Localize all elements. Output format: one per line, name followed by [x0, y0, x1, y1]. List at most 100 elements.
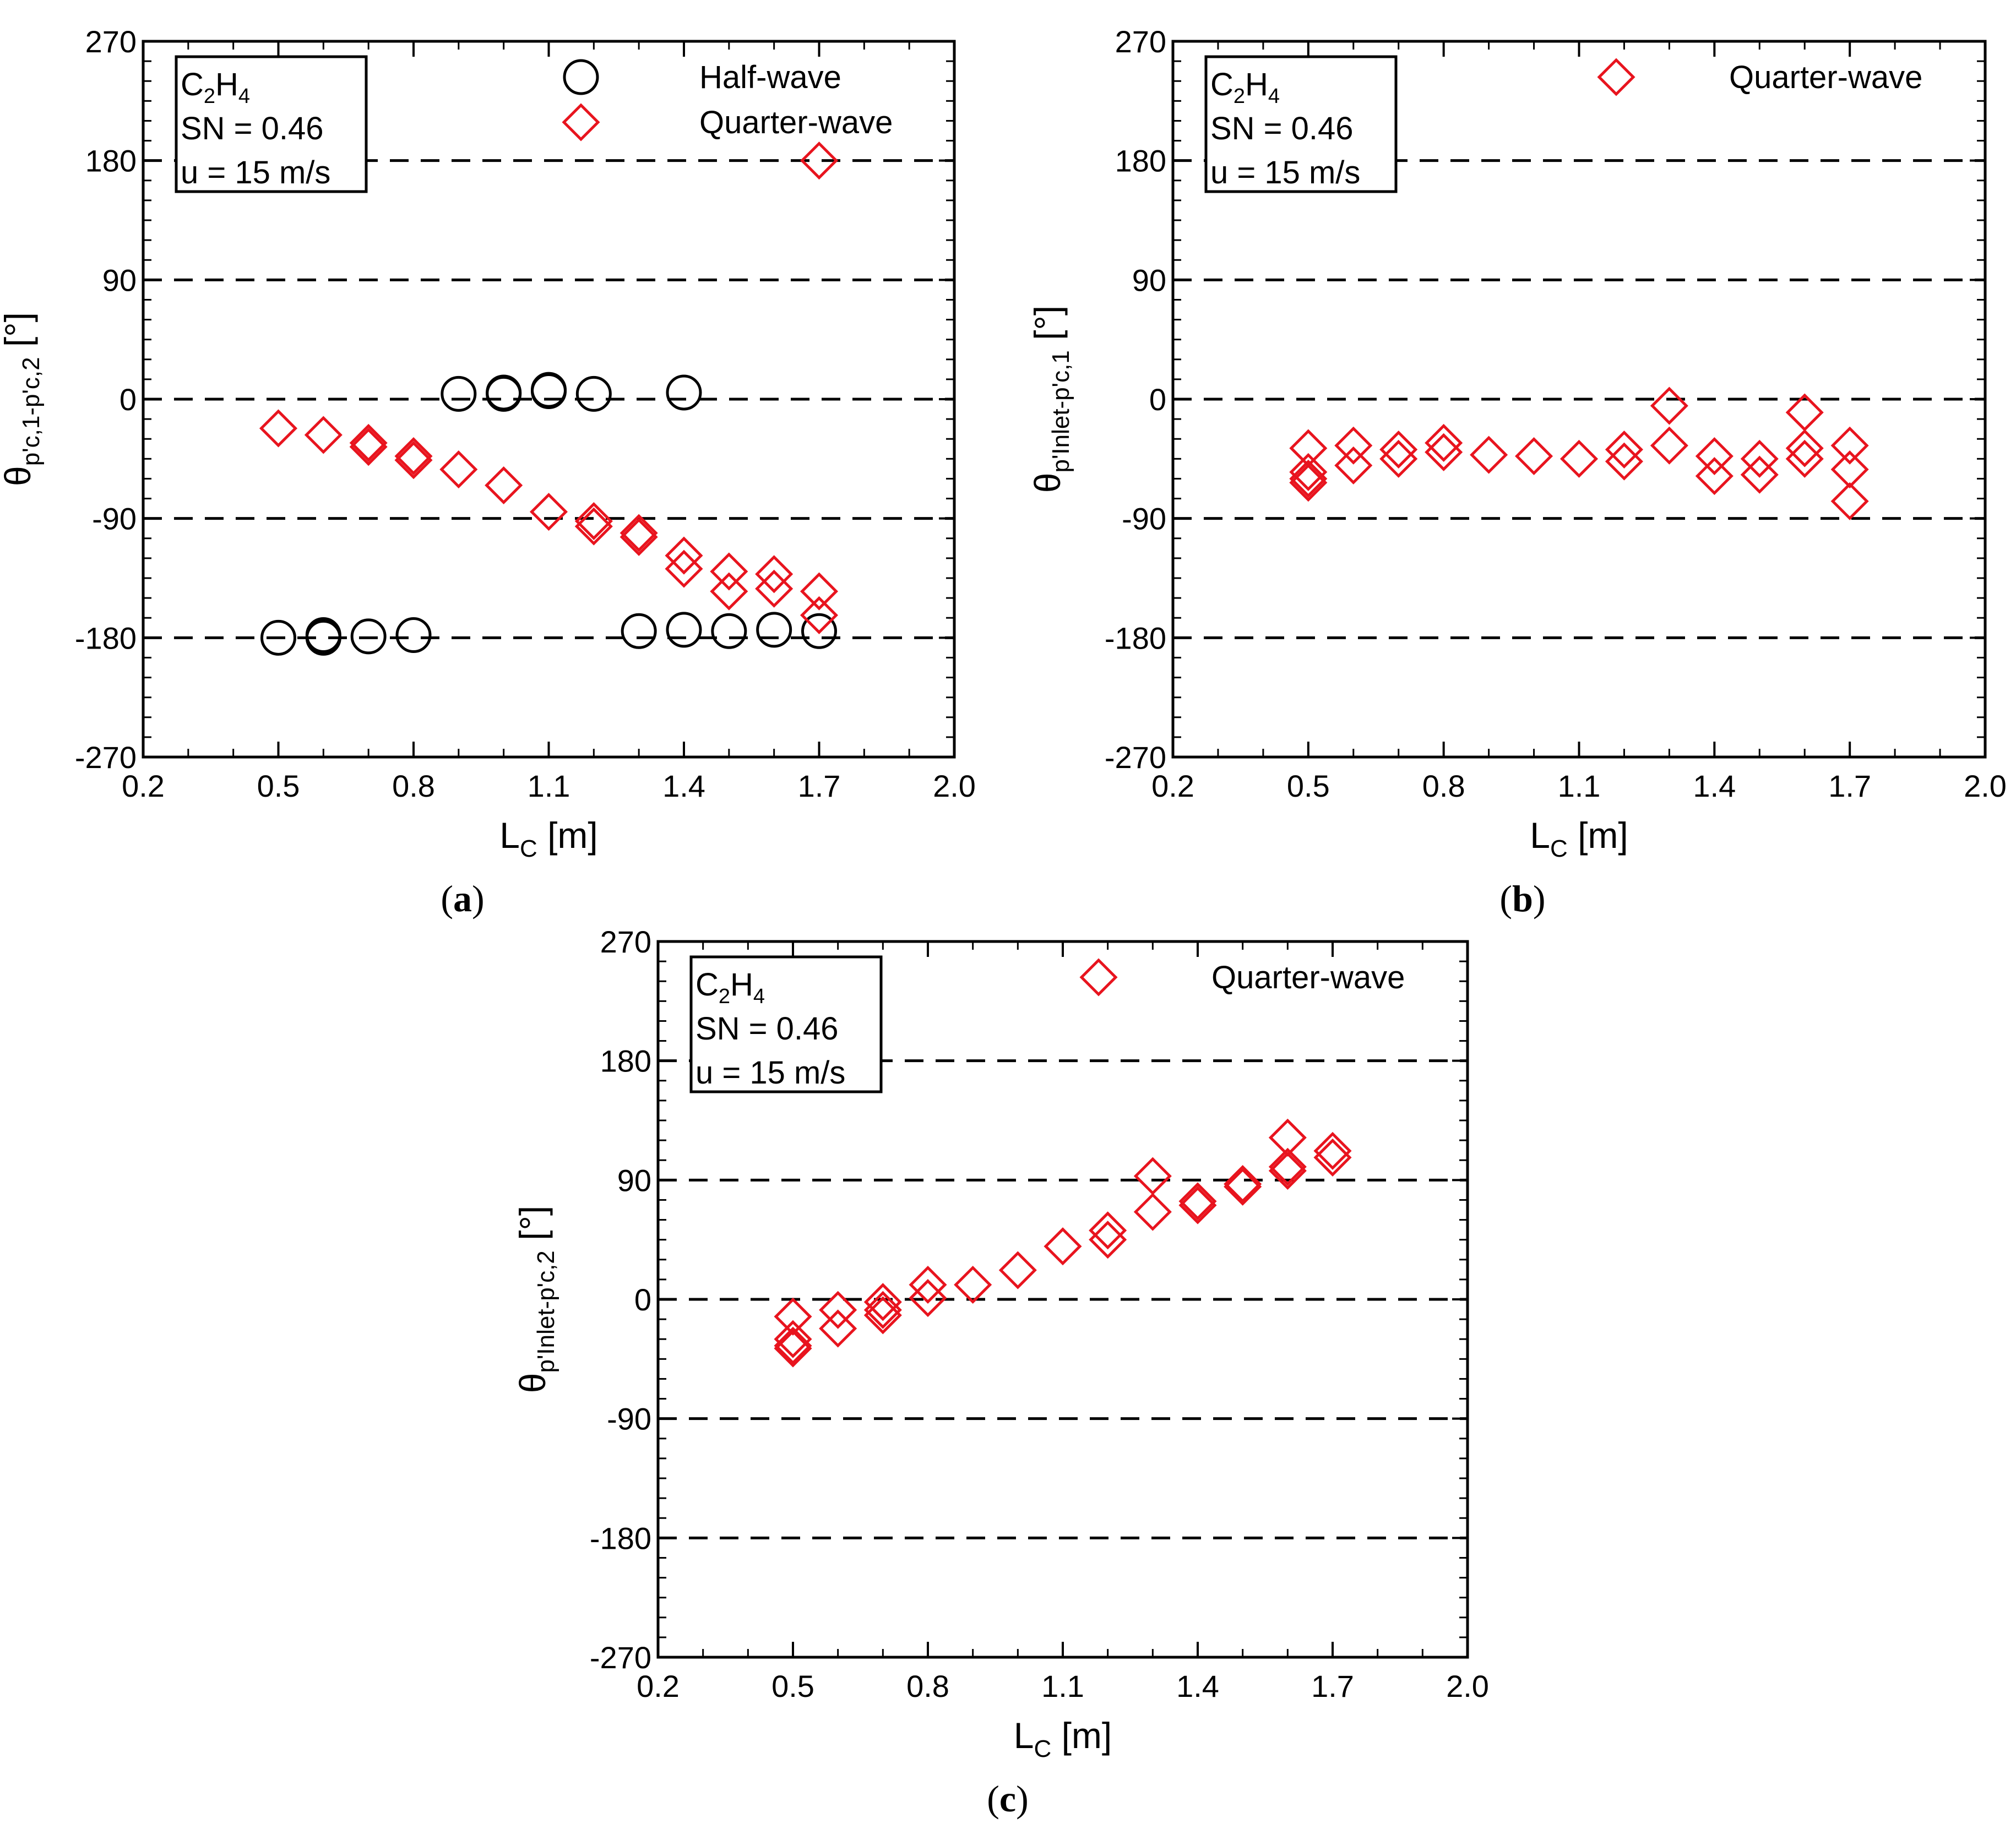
x-axis-label: LC [m]: [499, 815, 598, 862]
quarter-wave-point: [1605, 430, 1643, 469]
legend-label: Half-wave: [699, 59, 841, 95]
half-wave-point: [801, 613, 837, 649]
y-tick-label: 90: [102, 263, 137, 297]
quarter-wave-point: [1379, 430, 1418, 469]
panel-caption: (a): [441, 878, 484, 919]
x-tick-label: 1.7: [798, 769, 841, 803]
panel-c: 0.2 0.5 0.8 1.1 1.4 1.7 2.0 270 180 90 0 -90 -180 -27…: [512, 924, 1489, 1820]
quarter-wave-point: [620, 518, 658, 556]
quarter-wave-point: [954, 1265, 992, 1304]
legend-label: Quarter-wave: [1211, 960, 1405, 995]
quarter-wave-point: [574, 502, 613, 541]
y-tick-label: 270: [1115, 24, 1166, 59]
y-tick-label: 0: [119, 382, 137, 417]
quarter-wave-point: [1559, 439, 1599, 478]
quarter-wave-point: [1830, 482, 1869, 520]
quarter-wave-point: [998, 1251, 1037, 1289]
quarter-wave-point: [304, 416, 343, 454]
quarter-wave-point: [665, 536, 703, 575]
half-wave-point: [395, 617, 432, 654]
x-tick-label: 1.4: [1176, 1669, 1219, 1703]
info-box: [689, 955, 883, 1093]
quarter-wave-point: [909, 1265, 947, 1304]
y-axis-label: θp'c,1-p'c,2 [°]: [0, 312, 45, 486]
quarter-wave-point: [1740, 439, 1779, 478]
x-tick-label: 1.1: [528, 769, 570, 803]
quarter-wave-point: [774, 1297, 812, 1336]
half-wave-point: [305, 619, 341, 656]
quarter-wave-point: [800, 141, 839, 180]
y-tick-label: 270: [85, 24, 137, 59]
panel-caption: (c): [987, 1778, 1029, 1820]
legend-marker-quarter-wave: [1597, 58, 1635, 96]
quarter-wave-point: [1178, 1182, 1217, 1221]
quarter-wave-point: [1224, 1167, 1262, 1206]
legend-marker-half-wave: [563, 59, 599, 95]
quarter-wave-point: [1313, 1131, 1352, 1170]
half-wave-point: [350, 618, 387, 655]
quarter-wave-point: [1830, 426, 1869, 465]
info-swirl-number: SN = 0.46: [1210, 111, 1354, 146]
quarter-wave-point: [800, 572, 839, 611]
y-tick-label: -180: [1105, 620, 1166, 655]
quarter-wave-point: [1334, 426, 1373, 465]
quarter-wave-point: [349, 428, 388, 466]
panel-caption: (b): [1499, 878, 1545, 919]
plot-frame: [142, 40, 956, 759]
quarter-wave-point: [1089, 1221, 1127, 1259]
y-tick-label: -90: [607, 1402, 651, 1436]
quarter-wave-point: [620, 514, 658, 552]
quarter-wave-point: [710, 572, 748, 611]
quarter-wave-point: [755, 569, 794, 608]
quarter-wave-point: [1224, 1165, 1262, 1204]
panel-b: 0.2 0.5 0.8 1.1 1.4 1.7 2.0 270 180 90 0 -90 -180 -27…: [1027, 24, 2007, 919]
quarter-wave-point: [1289, 453, 1328, 491]
x-axis-label: LC [m]: [1530, 815, 1628, 862]
quarter-wave-point: [1785, 429, 1824, 467]
quarter-wave-point: [1785, 439, 1824, 478]
x-tick-label: 1.7: [1828, 769, 1871, 803]
quarter-wave-point: [1133, 1193, 1172, 1231]
info-fuel: C2H4: [1210, 67, 1280, 108]
legend-label: Quarter-wave: [1729, 59, 1922, 95]
y-tick-label: -90: [1122, 502, 1166, 536]
x-tick-label: 2.0: [933, 769, 976, 803]
quarter-wave-point: [909, 1279, 947, 1318]
legend-label: Quarter-wave: [699, 105, 893, 140]
half-wave-point: [531, 372, 567, 408]
x-axis-label: LC [m]: [1014, 1715, 1112, 1762]
quarter-wave-point: [774, 1329, 812, 1368]
x-tick-label: 0.8: [392, 769, 435, 803]
x-tick-label: 1.1: [1041, 1669, 1084, 1703]
quarter-wave-point: [1379, 439, 1418, 478]
info-swirl-number: SN = 0.46: [181, 111, 324, 146]
x-tick-label: 0.2: [637, 1669, 680, 1703]
quarter-wave-point: [1268, 1151, 1307, 1190]
half-wave-point: [486, 375, 522, 412]
quarter-wave-point: [1334, 446, 1373, 485]
quarter-wave-point: [1605, 442, 1643, 481]
half-wave-point: [575, 375, 612, 412]
quarter-wave-point: [259, 409, 298, 448]
y-tick-label: -270: [590, 1640, 651, 1675]
quarter-wave-point: [1313, 1138, 1352, 1177]
quarter-wave-point: [1089, 1211, 1127, 1250]
x-tick-label: 1.1: [1558, 769, 1601, 803]
y-tick-label: -90: [92, 502, 137, 536]
quarter-wave-point: [774, 1326, 812, 1365]
quarter-wave-point: [574, 507, 613, 546]
info-fuel: C2H4: [181, 67, 250, 108]
info-velocity: u = 15 m/s: [1210, 155, 1360, 190]
info-box: [175, 55, 368, 193]
quarter-wave-point: [1515, 437, 1553, 476]
half-wave-point: [666, 612, 702, 648]
quarter-wave-point: [1650, 387, 1688, 425]
quarter-wave-point: [1425, 423, 1463, 462]
legend-marker-quarter-wave: [1079, 958, 1118, 997]
quarter-wave-point: [819, 1291, 857, 1329]
y-tick-label: -270: [75, 740, 137, 775]
x-tick-label: 0.2: [1151, 769, 1194, 803]
quarter-wave-point: [863, 1291, 902, 1329]
x-tick-label: 0.8: [1422, 769, 1465, 803]
